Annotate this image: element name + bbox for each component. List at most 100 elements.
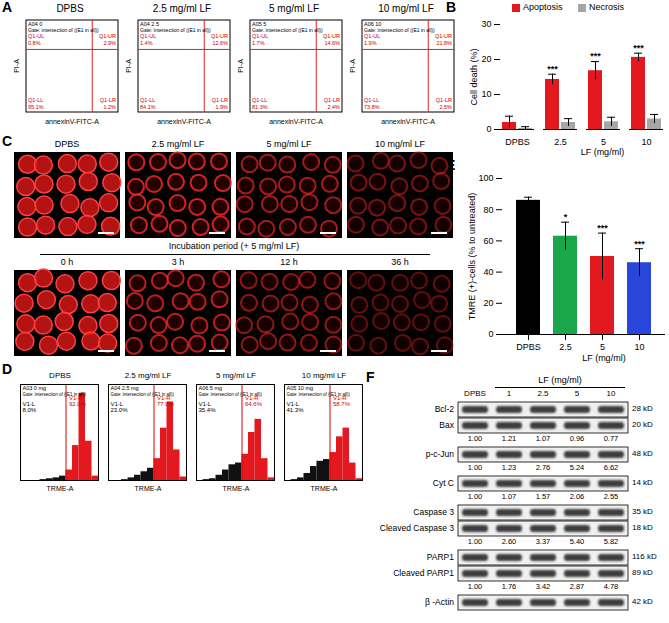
svg-text:73.8%: 73.8% bbox=[364, 104, 380, 110]
svg-text:Q1-UL: Q1-UL bbox=[28, 33, 44, 39]
svg-text:1.2%: 1.2% bbox=[103, 104, 116, 110]
svg-text:40: 40 bbox=[483, 267, 493, 277]
svg-text:A03 0 mg: A03 0 mg bbox=[23, 385, 47, 391]
svg-text:PI-A: PI-A bbox=[237, 59, 244, 73]
svg-text:Q1-LR: Q1-LR bbox=[100, 97, 116, 103]
svg-text:V1-L23.0%: V1-L23.0% bbox=[111, 401, 129, 413]
svg-text:80: 80 bbox=[483, 205, 493, 215]
svg-text:annexinV-FITC-A: annexinV-FITC-A bbox=[381, 118, 435, 125]
svg-text:V1-R77.0%: V1-R77.0% bbox=[157, 395, 175, 407]
svg-text:1.4%: 1.4% bbox=[140, 40, 153, 46]
svg-text:A04 2.5 mg: A04 2.5 mg bbox=[111, 385, 139, 391]
html-text:10 mg/ml LF: 10 mg/ml LF bbox=[375, 139, 425, 149]
html-text:Necrosis: Necrosis bbox=[589, 2, 624, 12]
html-text:2.5 mg/ml LF: 2.5 mg/ml LF bbox=[151, 139, 205, 149]
svg-text:DPBS: DPBS bbox=[516, 342, 541, 352]
svg-text:Q1-UR: Q1-UR bbox=[435, 33, 452, 39]
svg-text:5: 5 bbox=[600, 342, 605, 352]
svg-text:100: 100 bbox=[478, 173, 493, 183]
svg-text:V1-R64.6%: V1-R64.6% bbox=[245, 395, 263, 407]
svg-text:60: 60 bbox=[483, 236, 493, 246]
svg-text:84.1%: 84.1% bbox=[140, 104, 156, 110]
svg-text:81.3%: 81.3% bbox=[252, 104, 268, 110]
html-text:0 h: 0 h bbox=[60, 257, 74, 267]
svg-text:TMRE (+)-cells (% to untreated: TMRE (+)-cells (% to untreated) bbox=[467, 193, 477, 320]
svg-text:*: * bbox=[564, 212, 568, 222]
svg-text:***: *** bbox=[634, 239, 645, 249]
html-text:10 mg/ml LF: 10 mg/ml LF bbox=[378, 3, 434, 14]
html-text:2.5 mg/ml LF: 2.5 mg/ml LF bbox=[152, 3, 212, 14]
svg-text:10: 10 bbox=[634, 342, 644, 352]
svg-text:Q1-LL: Q1-LL bbox=[252, 97, 267, 103]
html-text:5 mg/ml LF: 5 mg/ml LF bbox=[266, 139, 312, 149]
svg-text:PI-A: PI-A bbox=[349, 59, 356, 73]
svg-text:5: 5 bbox=[601, 137, 606, 147]
svg-text:Q1-LL: Q1-LL bbox=[28, 97, 43, 103]
svg-text:1.9%: 1.9% bbox=[215, 104, 228, 110]
html-text:E: E bbox=[446, 157, 456, 173]
svg-text:20: 20 bbox=[481, 54, 491, 64]
svg-text:annexinV-FITC-A: annexinV-FITC-A bbox=[157, 118, 211, 125]
html-text:DPBS: DPBS bbox=[56, 3, 84, 14]
svg-text:PI-A: PI-A bbox=[125, 59, 132, 73]
svg-text:30: 30 bbox=[481, 19, 491, 29]
svg-text:V1-R58.7%: V1-R58.7% bbox=[333, 395, 351, 407]
svg-text:Gate: intersection of ((E1 in: Gate: intersection of ((E1 in all)) bbox=[140, 27, 211, 33]
html-text:5 mg/ml LF: 5 mg/ml LF bbox=[269, 3, 319, 14]
svg-text:10: 10 bbox=[481, 89, 491, 99]
svg-text:1.9%: 1.9% bbox=[364, 40, 377, 46]
svg-text:DPBS: DPBS bbox=[505, 137, 530, 147]
svg-text:2.5: 2.5 bbox=[559, 342, 572, 352]
svg-text:Q1-LR: Q1-LR bbox=[436, 97, 452, 103]
svg-text:Q1-LL: Q1-LL bbox=[364, 97, 379, 103]
svg-text:Q1-UL: Q1-UL bbox=[252, 33, 268, 39]
svg-text:V1-L35.4%: V1-L35.4% bbox=[199, 401, 217, 413]
svg-text:V1-R92.0%: V1-R92.0% bbox=[69, 395, 87, 407]
html-text:LF (mg/ml): LF (mg/ml) bbox=[580, 147, 625, 157]
html-text:A: A bbox=[2, 0, 13, 15]
svg-text:2.9%: 2.9% bbox=[103, 40, 116, 46]
svg-text:***: *** bbox=[590, 51, 601, 61]
svg-text:annexinV-FITC-A: annexinV-FITC-A bbox=[45, 118, 99, 125]
html-text:C: C bbox=[2, 133, 13, 149]
svg-text:0: 0 bbox=[486, 124, 491, 134]
svg-text:21.8%: 21.8% bbox=[436, 40, 452, 46]
svg-text:V1-L41.3%: V1-L41.3% bbox=[287, 401, 305, 413]
svg-text:Q1-UL: Q1-UL bbox=[140, 33, 156, 39]
svg-text:10: 10 bbox=[641, 137, 651, 147]
svg-text:Gate: intersection of ((E1 in: Gate: intersection of ((E1 in all)) bbox=[252, 27, 323, 33]
svg-text:***: *** bbox=[547, 64, 558, 74]
svg-text:20: 20 bbox=[483, 298, 493, 308]
svg-text:Q1-UR: Q1-UR bbox=[211, 33, 228, 39]
svg-text:Q1-LR: Q1-LR bbox=[324, 97, 340, 103]
svg-text:Q1-UR: Q1-UR bbox=[99, 33, 116, 39]
svg-text:0: 0 bbox=[488, 329, 493, 339]
svg-text:***: *** bbox=[633, 43, 644, 53]
html-text:D: D bbox=[2, 361, 13, 377]
svg-text:A06 5 mg: A06 5 mg bbox=[199, 385, 223, 391]
svg-text:annexinV-FITC-A: annexinV-FITC-A bbox=[269, 118, 323, 125]
svg-text:V1-L8.0%: V1-L8.0% bbox=[23, 401, 37, 413]
svg-text:14.6%: 14.6% bbox=[324, 40, 340, 46]
svg-text:2.4%: 2.4% bbox=[327, 104, 340, 110]
svg-text:Q1-LL: Q1-LL bbox=[140, 97, 155, 103]
svg-text:A05 10 mg: A05 10 mg bbox=[287, 385, 314, 391]
svg-text:0.8%: 0.8% bbox=[28, 40, 41, 46]
svg-text:2.5: 2.5 bbox=[554, 137, 567, 147]
svg-text:95.1%: 95.1% bbox=[28, 104, 44, 110]
svg-text:Q1-UL: Q1-UL bbox=[364, 33, 380, 39]
svg-text:Q1-UR: Q1-UR bbox=[323, 33, 340, 39]
svg-text:Q1-LR: Q1-LR bbox=[212, 97, 228, 103]
html-text:Incubation period (+ 5 mg/ml L: Incubation period (+ 5 mg/ml LF) bbox=[168, 241, 300, 251]
html-text:B: B bbox=[446, 0, 457, 15]
html-text:Apoptosis: Apoptosis bbox=[523, 2, 563, 12]
svg-text:12.6%: 12.6% bbox=[212, 40, 228, 46]
html-text:DPBS: DPBS bbox=[54, 139, 80, 149]
svg-text:PI-A: PI-A bbox=[13, 59, 20, 73]
svg-text:Cell death (%): Cell death (%) bbox=[469, 48, 479, 105]
svg-text:Gate: intersection of ((E1 in: Gate: intersection of ((E1 in all)) bbox=[28, 27, 99, 33]
svg-text:2.5%: 2.5% bbox=[439, 104, 452, 110]
svg-text:Gate: intersection of ((E1 in: Gate: intersection of ((E1 in all)) bbox=[364, 27, 435, 33]
svg-text:***: *** bbox=[597, 223, 608, 233]
svg-text:1.7%: 1.7% bbox=[252, 40, 265, 46]
